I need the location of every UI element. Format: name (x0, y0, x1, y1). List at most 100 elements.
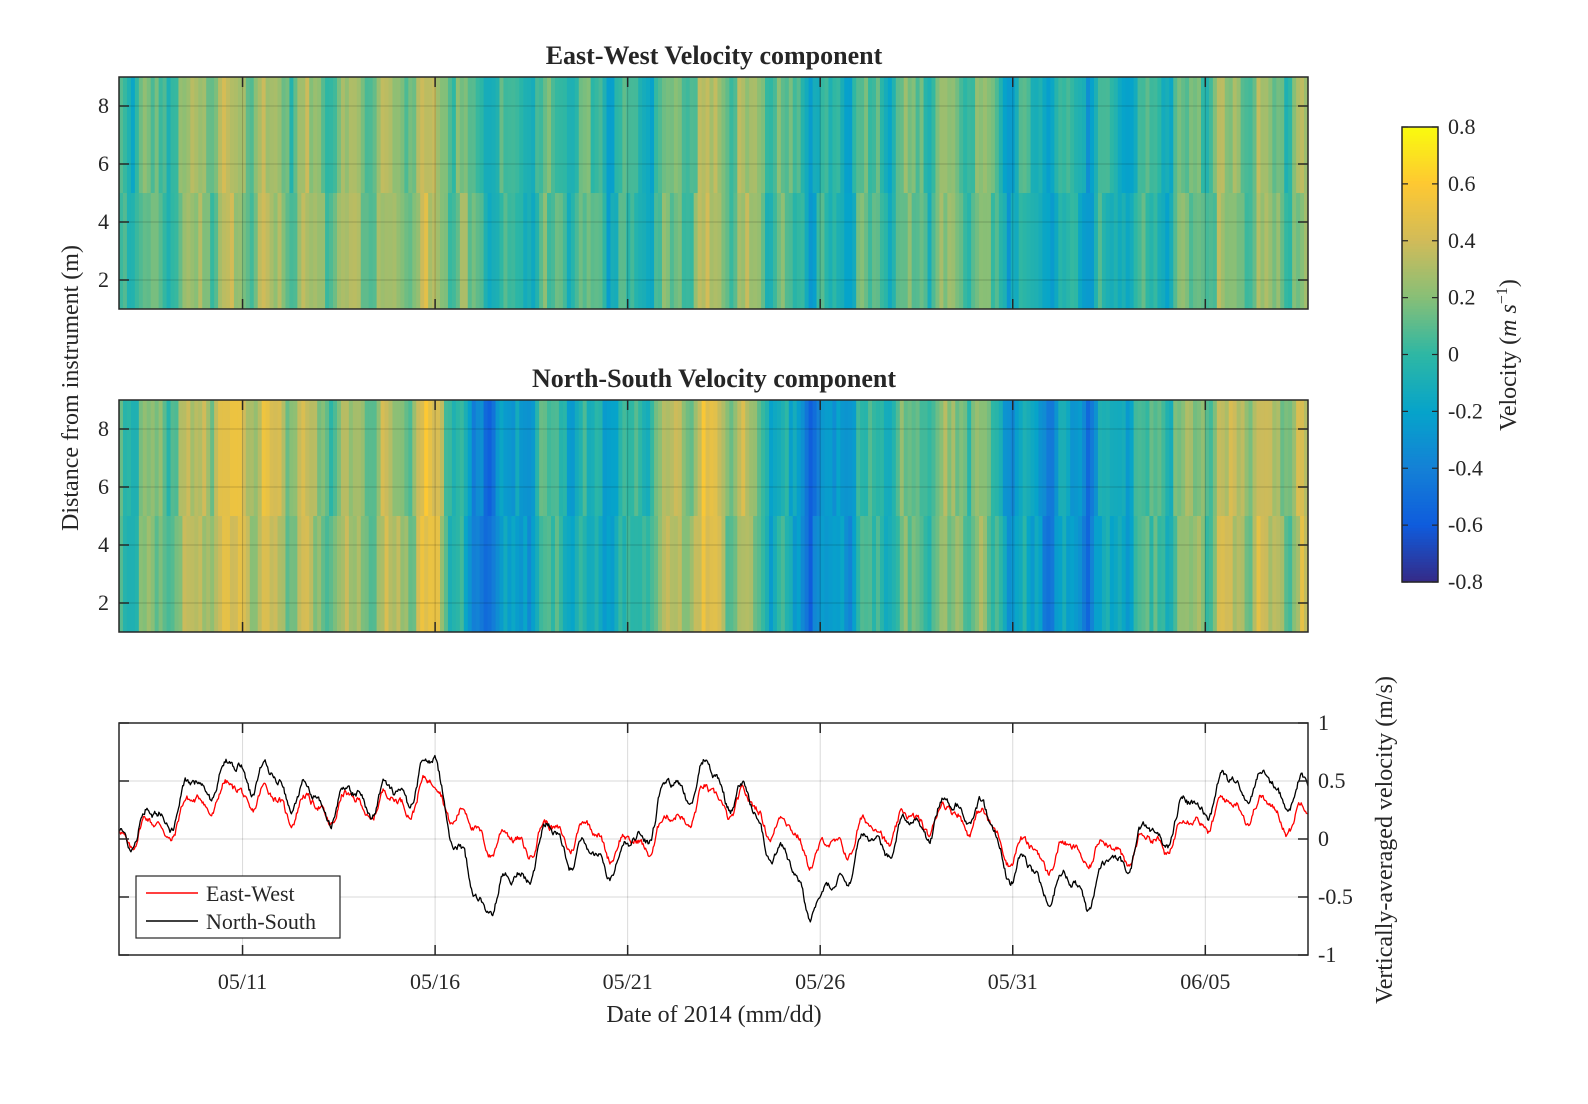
heatmap-cell (1244, 516, 1250, 632)
heatmap-cell (1070, 193, 1075, 309)
y-tick-label: 0.5 (1318, 768, 1346, 793)
heatmap-cell (142, 400, 148, 517)
heatmap-cell (305, 400, 310, 517)
heatmap-cell (1002, 516, 1008, 632)
heatmap-cell (761, 77, 766, 194)
heatmap-cell (959, 77, 964, 194)
heatmap-cell (186, 516, 191, 632)
heatmap-cell (1026, 516, 1032, 632)
heatmap-cell (1284, 77, 1289, 194)
heatmap-cell (229, 400, 235, 517)
heatmap-cell (1185, 516, 1190, 632)
heatmap-cell (265, 193, 271, 309)
heatmap-cell (955, 193, 960, 309)
heatmap-cell (1169, 516, 1174, 632)
heatmap-cell (325, 400, 330, 517)
heatmap-cell (404, 516, 409, 632)
heatmap-cell (669, 193, 675, 309)
colorbar-segment (1402, 192, 1438, 196)
heatmap-cell (495, 516, 501, 632)
heatmap-cell (971, 400, 976, 517)
heatmap-cell (570, 193, 576, 309)
heatmap-cell (939, 193, 944, 309)
heatmap-cell (471, 516, 477, 632)
heatmap-cell (899, 400, 905, 517)
heatmap-cell (947, 193, 952, 309)
heatmap-cell (317, 193, 322, 309)
heatmap-cell (388, 516, 394, 632)
heatmap-cell (146, 400, 152, 517)
heatmap-cell (281, 400, 287, 517)
heatmap-cell (483, 77, 489, 194)
heatmap-cell (772, 400, 778, 517)
heatmap-cell (586, 400, 592, 517)
heatmap-cell (1236, 516, 1242, 632)
colorbar-segment (1402, 351, 1438, 356)
heatmap-cell (126, 77, 132, 194)
heatmap-cell (396, 516, 401, 632)
heatmap-cell (1149, 516, 1155, 632)
colorbar-segment (1402, 394, 1438, 398)
heatmap-cell (535, 193, 540, 309)
heatmap-cell (467, 193, 473, 309)
heatmap-cell (428, 516, 433, 632)
heatmap-cell (792, 400, 798, 517)
heatmap-cell (788, 77, 794, 194)
heatmap-cell (535, 400, 540, 517)
heatmap-cell (182, 516, 187, 632)
heatmap-cell (1145, 400, 1151, 517)
heatmap-cell (967, 400, 972, 517)
heatmap-cell (1248, 516, 1254, 632)
heatmap-cell (293, 193, 298, 309)
heatmap-cell (1280, 77, 1285, 194)
heatmap-cell (166, 516, 172, 632)
heatmap-cell (1181, 193, 1186, 309)
heatmap-cell (1093, 400, 1099, 517)
heatmap-cell (574, 400, 580, 517)
heatmap-cell (531, 516, 536, 632)
heatmap-cell (868, 193, 873, 309)
heatmap-cell (915, 400, 921, 517)
heatmap-cell (511, 400, 516, 517)
heatmap-cell (119, 193, 124, 309)
colorbar-tick-label: 0 (1448, 342, 1459, 367)
heatmap-cell (182, 400, 187, 517)
heatmap-cell (638, 516, 643, 632)
colorbar-segment (1402, 306, 1438, 310)
heatmap-cell (1296, 400, 1301, 517)
heatmap-cell (634, 193, 639, 309)
heatmap-cell (586, 193, 592, 309)
heatmap-cell (467, 400, 473, 517)
heatmap-cell (360, 400, 366, 517)
heatmap-cell (329, 516, 334, 632)
heatmap-cell (705, 400, 711, 517)
heatmap-cell (126, 516, 132, 632)
heatmap-cell (895, 193, 901, 309)
colorbar-segment (1402, 505, 1438, 509)
heatmap-cell (646, 77, 651, 194)
heatmap-cell (717, 516, 723, 632)
heatmap-cell (590, 193, 596, 309)
heatmap-cell (1304, 193, 1308, 309)
heatmap-cell (1109, 400, 1115, 517)
heatmap-cell (935, 400, 941, 517)
heatmap-cell (222, 516, 227, 632)
heatmap-cell (531, 193, 536, 309)
heatmap-cell (277, 193, 283, 309)
colorbar-segment (1402, 428, 1438, 432)
heatmap-cell (788, 516, 794, 632)
heatmap-cell (463, 193, 469, 309)
heatmap-cell (1050, 193, 1055, 309)
heatmap-cell (1272, 193, 1277, 309)
heatmap-cell (1090, 516, 1095, 632)
colorbar-segment (1402, 519, 1438, 523)
colorbar-segment (1402, 414, 1438, 418)
colorbar-segment (1402, 547, 1438, 552)
heatmap-cell (955, 400, 960, 517)
heatmap-cell (1078, 193, 1083, 309)
heatmap-cell (424, 516, 429, 632)
heatmap-cell (852, 516, 857, 632)
heatmap-cell (487, 193, 493, 309)
heatmap-cell (1137, 400, 1143, 517)
heatmap-cell (1197, 193, 1202, 309)
